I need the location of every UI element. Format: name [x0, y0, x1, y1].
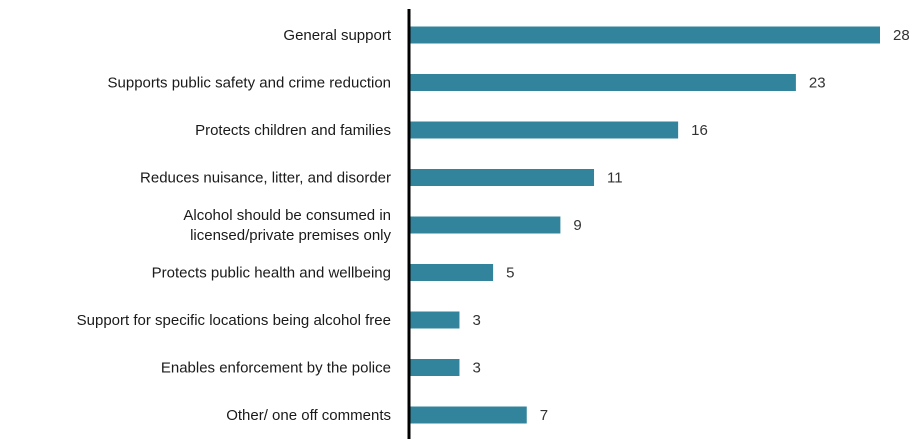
- data-label: 7: [540, 407, 548, 424]
- value-labels: 28 23 16 11 9 5 3 3 7: [472, 27, 909, 424]
- data-label: 5: [506, 265, 514, 282]
- data-label: 16: [691, 122, 708, 139]
- bar: [409, 264, 494, 281]
- category-label: Alcohol should be consumed in licensed/pr…: [183, 207, 391, 244]
- data-label: 28: [893, 27, 910, 44]
- bar: [409, 216, 561, 234]
- bar: [409, 311, 460, 329]
- bar: [409, 406, 527, 424]
- category-label: Supports public safety and crime reducti…: [108, 75, 391, 92]
- category-labels: General support Supports public safety an…: [77, 27, 392, 424]
- category-label: Support for specific locations being alc…: [77, 312, 391, 329]
- data-label: 3: [472, 360, 480, 377]
- category-label: Protects public health and wellbeing: [152, 265, 391, 282]
- data-label: 11: [607, 170, 623, 187]
- data-label: 3: [472, 312, 480, 329]
- category-label: Enables enforcement by the police: [161, 360, 391, 377]
- bar: [409, 121, 679, 139]
- bar: [409, 169, 595, 186]
- category-label: Other/ one off comments: [226, 407, 391, 424]
- data-label: 9: [573, 217, 581, 234]
- bar: [409, 26, 880, 44]
- bars-group: [409, 26, 880, 424]
- category-label: Reduces nuisance, litter, and disorder: [140, 170, 391, 187]
- category-label: General support: [283, 27, 391, 44]
- data-label: 23: [809, 75, 826, 92]
- bar: [409, 359, 460, 376]
- bar: [409, 74, 796, 91]
- category-label: Protects children and families: [195, 122, 391, 139]
